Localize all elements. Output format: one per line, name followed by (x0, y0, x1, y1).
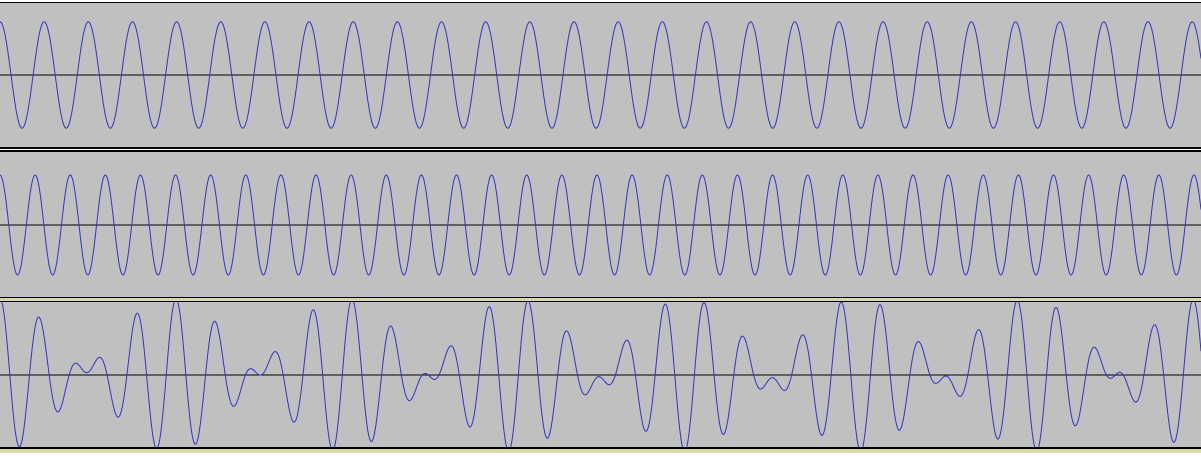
track-separator (0, 147, 1201, 149)
track-separator-gap (0, 149, 1201, 150)
selected-track-border (0, 298, 1201, 301)
track-separator (0, 297, 1201, 298)
waveform-track-2 (0, 174, 1201, 276)
audio-track-2[interactable] (0, 152, 1201, 297)
track-separator (0, 301, 1201, 302)
waveform-line (0, 174, 1201, 276)
audio-track-3[interactable] (0, 302, 1201, 447)
track-separator (0, 447, 1201, 449)
track-separator (0, 150, 1201, 152)
waveform-line (0, 21, 1201, 129)
selected-track-border (0, 449, 1201, 453)
waveform-track-1 (0, 21, 1201, 129)
waveform-line (1, 302, 1201, 447)
waveform-track-3 (0, 302, 1201, 447)
top-border (0, 2, 1201, 3)
audio-track-1[interactable] (0, 3, 1201, 147)
